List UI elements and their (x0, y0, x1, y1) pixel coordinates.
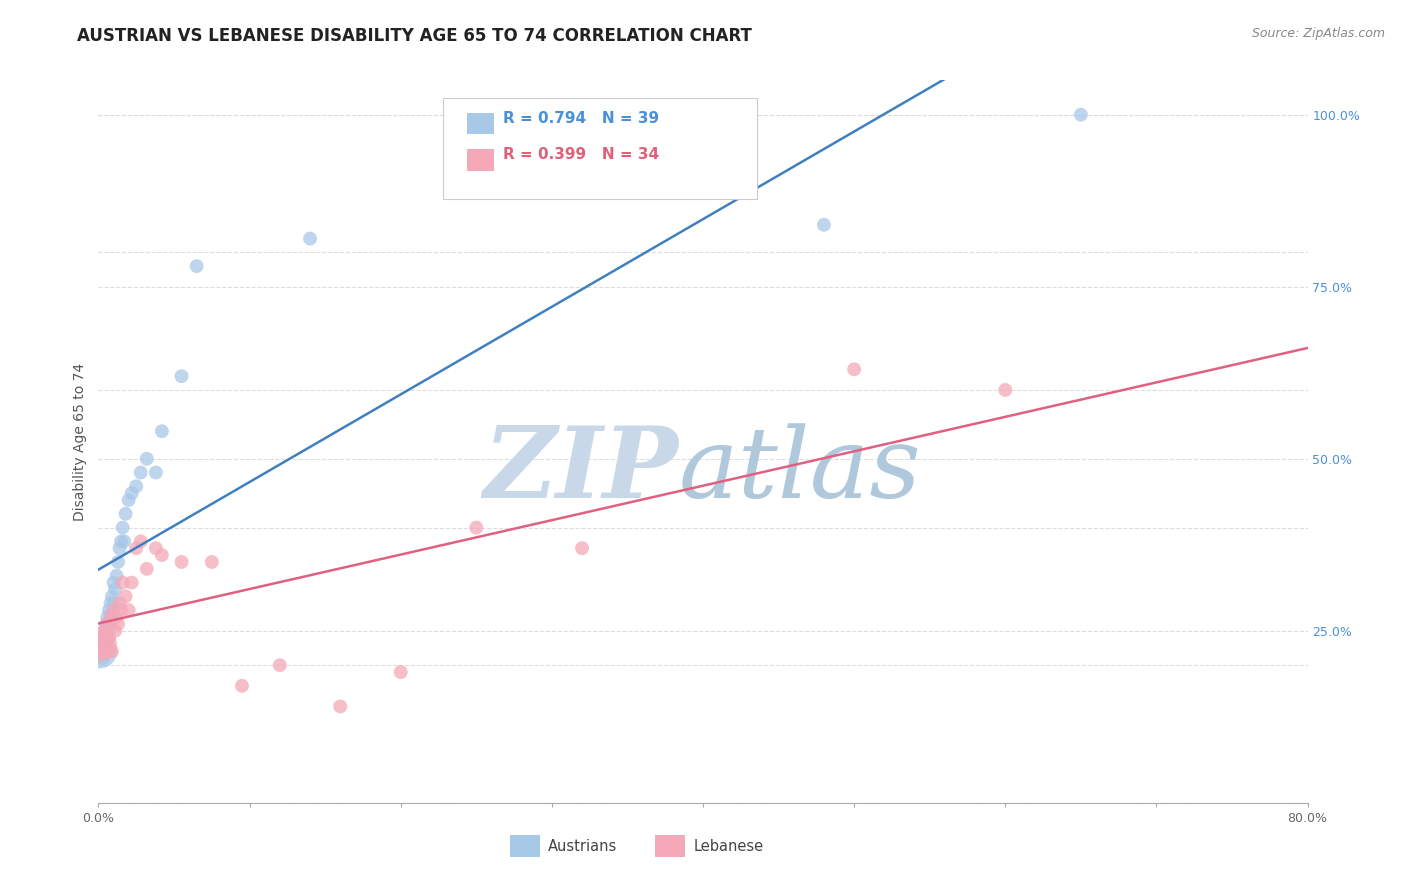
FancyBboxPatch shape (655, 835, 685, 857)
Point (89, 638, 111, 652)
Point (105, 610, 128, 624)
Point (135, 451, 157, 466)
Point (90, 638, 112, 652)
Point (89, 644, 111, 658)
Point (105, 568, 128, 582)
Point (93, 624, 115, 638)
Point (389, 665, 412, 679)
Point (108, 596, 131, 610)
Point (150, 548, 173, 562)
Text: Lebanese: Lebanese (693, 838, 763, 854)
Point (145, 541, 167, 556)
Point (145, 466, 167, 480)
Point (118, 493, 141, 508)
Point (101, 610, 124, 624)
Point (170, 555, 193, 569)
Point (114, 507, 136, 521)
Point (100, 610, 122, 624)
Text: Austrians: Austrians (548, 838, 617, 854)
Point (110, 534, 132, 549)
Point (94, 638, 117, 652)
Point (1070, 108, 1092, 122)
Point (100, 616, 122, 631)
Point (107, 555, 129, 569)
Point (90, 631, 112, 645)
Point (96, 631, 118, 645)
Point (91, 651, 114, 665)
Point (91, 644, 114, 658)
Point (98, 624, 121, 638)
Point (104, 624, 127, 638)
Point (111, 575, 134, 590)
Point (96, 616, 118, 631)
Point (121, 486, 143, 500)
Point (108, 541, 131, 556)
Text: ZIP: ZIP (484, 422, 679, 518)
Point (125, 541, 148, 556)
Point (329, 699, 352, 714)
Point (101, 590, 124, 604)
FancyBboxPatch shape (467, 149, 494, 170)
Point (118, 603, 141, 617)
Point (101, 644, 124, 658)
Point (98, 631, 121, 645)
Point (129, 534, 152, 549)
Point (112, 534, 135, 549)
Point (111, 520, 134, 534)
Point (231, 679, 253, 693)
Point (94, 616, 117, 631)
Point (201, 555, 224, 569)
Point (103, 603, 125, 617)
Point (107, 616, 129, 631)
Y-axis label: Disability Age 65 to 74: Disability Age 65 to 74 (73, 362, 87, 521)
Point (93, 644, 115, 658)
Point (465, 520, 488, 534)
Point (129, 466, 152, 480)
Text: R = 0.794   N = 39: R = 0.794 N = 39 (503, 112, 659, 126)
Point (170, 369, 193, 384)
Point (94, 638, 117, 652)
Point (269, 658, 291, 673)
Point (125, 479, 148, 493)
Point (110, 603, 132, 617)
Point (186, 259, 208, 273)
Point (98, 603, 121, 617)
Point (96, 610, 118, 624)
Text: atlas: atlas (679, 423, 921, 518)
FancyBboxPatch shape (443, 98, 758, 200)
Point (813, 218, 835, 232)
Point (121, 575, 143, 590)
Point (103, 575, 125, 590)
Point (103, 596, 125, 610)
Point (571, 135, 593, 149)
Text: R = 0.399   N = 34: R = 0.399 N = 34 (503, 147, 659, 162)
Point (844, 362, 866, 376)
Point (994, 383, 1017, 397)
Point (104, 582, 127, 597)
Point (100, 596, 122, 610)
Point (150, 424, 173, 438)
Point (91, 631, 114, 645)
Point (299, 231, 322, 245)
Text: Source: ZipAtlas.com: Source: ZipAtlas.com (1251, 27, 1385, 40)
Text: AUSTRIAN VS LEBANESE DISABILITY AGE 65 TO 74 CORRELATION CHART: AUSTRIAN VS LEBANESE DISABILITY AGE 65 T… (77, 27, 752, 45)
Point (571, 541, 593, 556)
Point (93, 624, 115, 638)
FancyBboxPatch shape (467, 112, 494, 135)
Point (135, 562, 157, 576)
FancyBboxPatch shape (509, 835, 540, 857)
Point (114, 590, 136, 604)
